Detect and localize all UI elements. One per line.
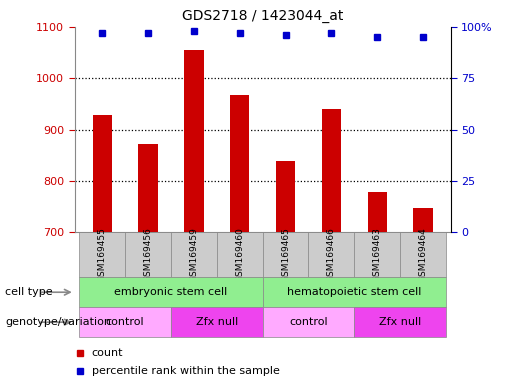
Text: count: count [92,348,123,358]
Bar [79,277,263,307]
Text: cell type: cell type [5,287,53,297]
Text: Zfx null: Zfx null [196,317,238,327]
Bar [354,307,446,337]
Bar [400,232,446,277]
Bar [184,50,203,232]
Text: GSM169459: GSM169459 [190,227,198,282]
Text: hematopoietic stem cell: hematopoietic stem cell [287,287,422,297]
Bar [79,307,171,337]
Bar [414,208,433,232]
Bar [263,277,446,307]
Bar [354,232,400,277]
Bar [276,161,295,232]
Bar [263,307,354,337]
Text: percentile rank within the sample: percentile rank within the sample [92,366,280,376]
Bar [171,232,217,277]
Text: control: control [106,317,144,327]
Bar [171,307,263,337]
Text: GSM169465: GSM169465 [281,227,290,282]
Text: embryonic stem cell: embryonic stem cell [114,287,228,297]
Title: GDS2718 / 1423044_at: GDS2718 / 1423044_at [182,9,344,23]
Text: GSM169463: GSM169463 [373,227,382,282]
Text: Zfx null: Zfx null [379,317,421,327]
Text: GSM169466: GSM169466 [327,227,336,282]
Bar [230,95,249,232]
Text: GSM169460: GSM169460 [235,227,244,282]
Text: GSM169456: GSM169456 [144,227,152,282]
Bar [263,232,308,277]
Text: GSM169464: GSM169464 [419,227,427,282]
Text: genotype/variation: genotype/variation [5,317,111,327]
Bar [308,232,354,277]
Bar [79,232,125,277]
Text: control: control [289,317,328,327]
Text: GSM169455: GSM169455 [98,227,107,282]
Bar [322,109,341,232]
Bar [217,232,263,277]
Bar [93,115,112,232]
Bar [139,144,158,232]
Bar [368,192,387,232]
Bar [125,232,171,277]
